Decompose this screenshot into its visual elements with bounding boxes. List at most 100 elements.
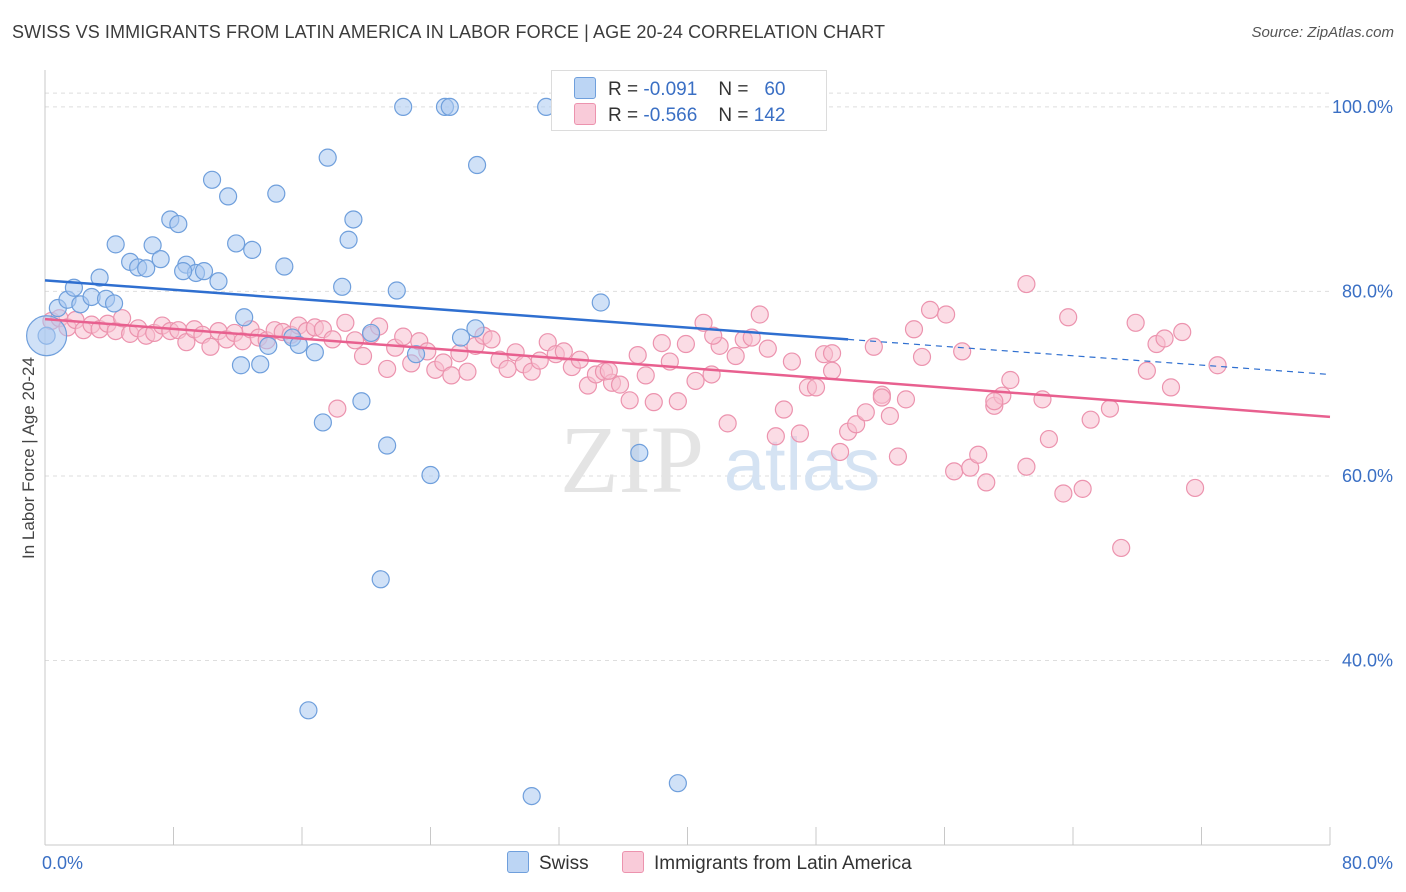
latin-point <box>668 392 687 411</box>
latin-point <box>652 333 671 353</box>
latin-point <box>864 337 883 356</box>
latin-swatch <box>574 103 596 125</box>
latin-point <box>530 351 549 370</box>
latin-point <box>458 362 477 381</box>
swiss-point <box>275 257 294 276</box>
n-label: N = <box>718 79 749 100</box>
swiss-point <box>387 281 406 300</box>
latin-point <box>434 353 453 372</box>
latin-point <box>856 403 875 422</box>
latin-point <box>353 346 373 366</box>
latin-point <box>1208 356 1227 375</box>
latin-point <box>912 347 932 367</box>
swiss-point <box>251 355 270 374</box>
latin-point <box>328 399 347 418</box>
swiss-point <box>352 392 371 411</box>
swiss-point <box>378 436 397 455</box>
swiss-point <box>202 170 222 189</box>
trend-lines <box>44 279 1331 419</box>
stats-row-latin: R = -0.566 N = 142 <box>574 103 785 127</box>
latin-point <box>758 339 777 358</box>
latin-point <box>766 427 785 446</box>
y-tick-label: 80.0% <box>1342 281 1393 301</box>
swiss-point <box>440 97 459 117</box>
latin-point <box>610 375 630 394</box>
r-value-swiss: -0.091 <box>643 79 698 100</box>
latin-america-points <box>42 274 1227 558</box>
swiss-point <box>219 187 238 206</box>
swiss-point <box>467 155 487 175</box>
swiss-point <box>406 345 426 364</box>
swiss-point <box>361 323 381 343</box>
legend-label-latin: Immigrants from Latin America <box>654 853 912 874</box>
latin-point <box>880 406 899 426</box>
swiss-point <box>194 262 214 281</box>
latin-point <box>1112 538 1131 558</box>
latin-point <box>1155 329 1174 348</box>
latin-point <box>1126 313 1145 332</box>
latin-point <box>1173 322 1192 342</box>
swiss-point <box>243 240 262 260</box>
swiss-point <box>451 328 471 347</box>
source-label: Source: ZipAtlas.com <box>1251 24 1394 41</box>
latin-point <box>1100 399 1120 418</box>
x-tick-label-min: 0.0% <box>42 853 83 873</box>
latin-point <box>1185 478 1205 498</box>
latin-point <box>636 366 655 385</box>
legend-label-swiss: Swiss <box>539 853 589 874</box>
swiss-point <box>106 235 125 254</box>
latin-point <box>830 442 850 462</box>
y-axis-label: In Labor Force | Age 20-24 <box>19 357 38 559</box>
latin-point <box>201 337 220 356</box>
legend-item-latin[interactable]: Immigrants from Latin America <box>622 851 912 875</box>
swiss-point <box>339 230 358 249</box>
latin-point <box>450 344 469 363</box>
latin-point <box>750 305 769 324</box>
latin-point <box>599 361 618 380</box>
y-tick-label: 100.0% <box>1332 97 1393 117</box>
latin-point <box>1017 457 1036 476</box>
swiss-point <box>318 148 337 167</box>
r-value-latin: -0.566 <box>643 105 698 126</box>
swiss-point <box>235 308 254 327</box>
latin-point <box>1073 479 1092 498</box>
latin-point <box>872 388 891 407</box>
latin-point <box>1039 429 1059 449</box>
swiss-point <box>305 343 324 362</box>
y-tick-label: 40.0% <box>1342 650 1393 670</box>
r-label: R = <box>608 79 639 100</box>
latin-point <box>345 331 365 350</box>
latin-point <box>806 378 826 397</box>
swiss-point <box>209 272 228 291</box>
latin-point <box>920 300 940 319</box>
swiss-point <box>143 236 162 255</box>
swiss-point <box>466 319 485 338</box>
latin-point <box>704 326 723 345</box>
latin-point <box>620 391 639 410</box>
swiss-point <box>591 293 610 312</box>
legend-item-swiss[interactable]: Swiss <box>507 851 589 875</box>
latin-point <box>378 359 397 379</box>
latin-point <box>953 342 972 361</box>
swiss-point <box>289 335 308 355</box>
latin-point <box>554 342 573 361</box>
swiss-point <box>522 787 541 806</box>
latin-point <box>726 346 745 366</box>
swiss-point <box>313 413 332 432</box>
swiss-point <box>174 262 193 281</box>
latin-point <box>686 371 705 391</box>
latin-point <box>774 400 793 419</box>
latin-point <box>822 361 842 380</box>
latin-point <box>1017 274 1036 294</box>
swiss-point <box>371 570 390 589</box>
swiss-trend-extension <box>848 338 1331 376</box>
latin-point <box>888 447 908 466</box>
latin-point <box>336 313 355 332</box>
swiss-point <box>333 277 352 296</box>
swiss-legend-swatch <box>507 851 529 873</box>
latin-point <box>676 334 695 354</box>
latin-point <box>969 445 988 464</box>
swiss-point <box>394 97 413 117</box>
latin-point <box>1001 370 1020 390</box>
